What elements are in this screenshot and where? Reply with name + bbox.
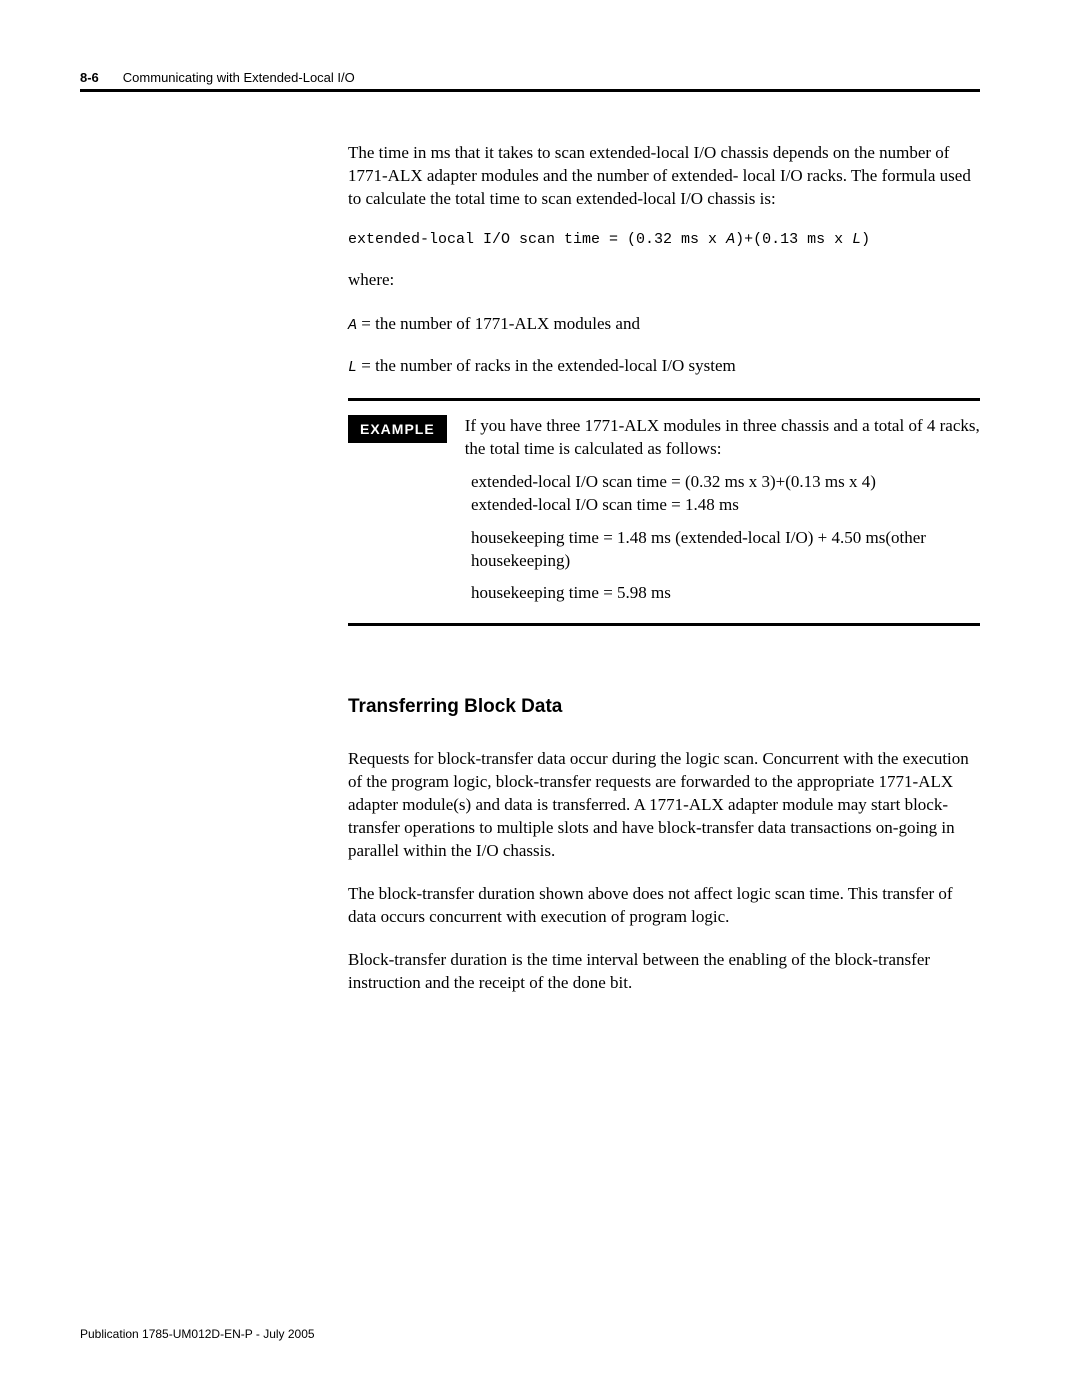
definition-l: L = the number of racks in the extended-… <box>348 356 980 376</box>
example-line-3: housekeeping time = 1.48 ms (extended-lo… <box>471 527 980 573</box>
formula-suffix: ) <box>861 231 870 248</box>
formula-mid: )+(0.13 ms x <box>735 231 852 248</box>
example-box: EXAMPLE If you have three 1771-ALX modul… <box>348 398 980 627</box>
var-l: L <box>348 359 357 376</box>
page-header: 8-6 Communicating with Extended-Local I/… <box>80 70 980 85</box>
def-a-text: = the number of 1771-ALX modules and <box>357 314 640 333</box>
formula-prefix: extended-local I/O scan time = (0.32 ms … <box>348 231 726 248</box>
body-paragraph-2: The block-transfer duration shown above … <box>348 883 980 929</box>
example-body: extended-local I/O scan time = (0.32 ms … <box>471 471 980 606</box>
formula-var-l: L <box>852 231 861 248</box>
def-l-text: = the number of racks in the extended-lo… <box>357 356 736 375</box>
chapter-title: Communicating with Extended-Local I/O <box>123 70 355 85</box>
definition-a: A = the number of 1771-ALX modules and <box>348 314 980 334</box>
header-rule <box>80 89 980 92</box>
example-line-2: extended-local I/O scan time = 1.48 ms <box>471 494 980 517</box>
publication-footer: Publication 1785-UM012D-EN-P - July 2005 <box>80 1327 315 1341</box>
example-lead-text: If you have three 1771-ALX modules in th… <box>465 415 980 461</box>
var-a: A <box>348 317 357 334</box>
example-badge: EXAMPLE <box>348 415 447 443</box>
page-number: 8-6 <box>80 70 99 85</box>
intro-paragraph: The time in ms that it takes to scan ext… <box>348 142 980 211</box>
example-line-1: extended-local I/O scan time = (0.32 ms … <box>471 471 980 494</box>
formula-line: extended-local I/O scan time = (0.32 ms … <box>348 231 980 248</box>
where-label: where: <box>348 270 980 290</box>
content-area: The time in ms that it takes to scan ext… <box>348 142 980 995</box>
body-paragraph-3: Block-transfer duration is the time inte… <box>348 949 980 995</box>
subheading-transferring: Transferring Block Data <box>348 696 980 718</box>
body-paragraph-1: Requests for block-transfer data occur d… <box>348 748 980 863</box>
document-page: 8-6 Communicating with Extended-Local I/… <box>0 0 1080 1065</box>
formula-var-a: A <box>726 231 735 248</box>
example-line-4: housekeeping time = 5.98 ms <box>471 582 980 605</box>
example-header-row: EXAMPLE If you have three 1771-ALX modul… <box>348 415 980 461</box>
